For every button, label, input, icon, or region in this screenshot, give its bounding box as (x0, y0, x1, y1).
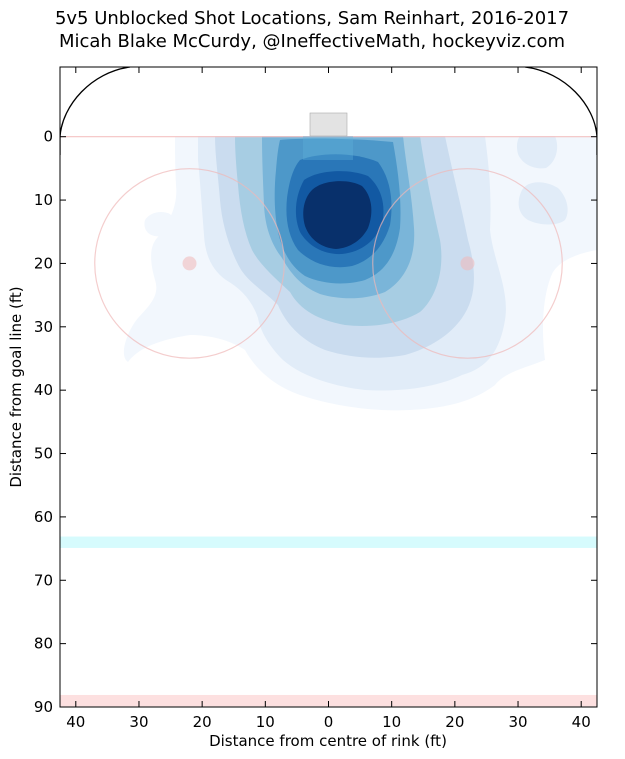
x-tick-label-0: 40 (66, 713, 85, 731)
x-axis-ticks: 40 30 20 10 0 10 20 30 40 (66, 67, 591, 731)
density-level-1b (144, 212, 173, 237)
y-tick-label-6: 60 (34, 508, 53, 526)
x-tick-label-1: 30 (129, 713, 148, 731)
red-line (60, 694, 597, 707)
y-tick-label-7: 70 (34, 571, 53, 589)
y-axis-ticks: 0 10 20 30 40 50 60 70 80 90 (34, 128, 597, 716)
y-tick-label-9: 90 (34, 698, 53, 716)
faceoff-circle-left (94, 168, 285, 359)
y-tick-label-1: 10 (34, 191, 53, 209)
faceoff-circle-right (372, 168, 563, 359)
x-tick-label-3: 10 (256, 713, 275, 731)
y-tick-label-2: 20 (34, 254, 53, 272)
density-level-2c (516, 136, 558, 169)
x-tick-label-4: 0 (324, 713, 334, 731)
rink-markings (60, 67, 597, 707)
chart-subtitle: Micah Blake McCurdy, @IneffectiveMath, h… (59, 31, 565, 52)
y-axis-label: Distance from goal line (ft) (7, 286, 25, 487)
density-level-9 (303, 181, 372, 249)
x-axis-label: Distance from centre of rink (ft) (209, 732, 447, 750)
x-tick-label-5: 10 (382, 713, 401, 731)
x-tick-label-6: 20 (445, 713, 464, 731)
y-tick-label-5: 50 (34, 445, 53, 463)
goal-crease (303, 136, 353, 160)
faceoff-dot-left (182, 256, 197, 271)
y-tick-label-3: 30 (34, 318, 53, 336)
x-tick-label-8: 40 (572, 713, 591, 731)
x-tick-label-2: 20 (193, 713, 212, 731)
y-tick-label-0: 0 (43, 128, 53, 146)
x-tick-label-7: 30 (508, 713, 527, 731)
goal-net (309, 112, 348, 137)
y-tick-label-4: 40 (34, 381, 53, 399)
plot-area (60, 67, 597, 707)
y-tick-label-8: 80 (34, 635, 53, 653)
faceoff-dot-right (460, 256, 475, 271)
blue-line (60, 536, 597, 548)
chart-title: 5v5 Unblocked Shot Locations, Sam Reinha… (55, 8, 569, 29)
